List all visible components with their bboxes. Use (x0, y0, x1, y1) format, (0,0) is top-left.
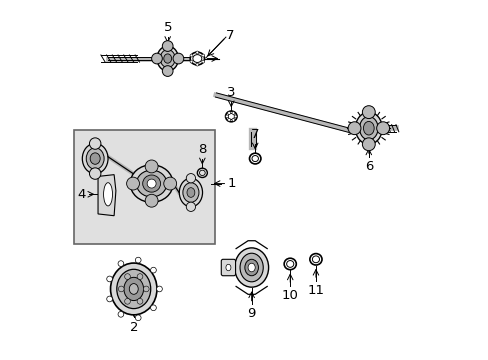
Circle shape (231, 112, 234, 114)
Text: 6: 6 (364, 159, 372, 173)
Circle shape (124, 298, 130, 304)
Circle shape (347, 122, 360, 135)
Circle shape (143, 286, 149, 292)
Ellipse shape (136, 170, 166, 197)
Ellipse shape (179, 178, 202, 207)
Circle shape (186, 202, 195, 211)
Circle shape (89, 138, 101, 149)
Text: 11: 11 (307, 284, 324, 297)
Circle shape (362, 106, 374, 118)
Circle shape (137, 274, 142, 279)
Ellipse shape (244, 259, 258, 276)
Circle shape (173, 53, 183, 64)
Circle shape (151, 53, 162, 64)
Circle shape (227, 118, 230, 121)
Circle shape (362, 138, 374, 151)
Circle shape (135, 257, 141, 263)
Ellipse shape (309, 253, 322, 265)
Ellipse shape (142, 175, 160, 192)
Circle shape (231, 118, 234, 121)
Circle shape (202, 54, 204, 57)
Polygon shape (98, 175, 116, 216)
Circle shape (196, 51, 198, 54)
Circle shape (150, 267, 156, 273)
Circle shape (106, 276, 112, 282)
Text: 2: 2 (129, 321, 138, 334)
Ellipse shape (249, 153, 261, 164)
Ellipse shape (82, 143, 108, 174)
Circle shape (150, 305, 156, 311)
Ellipse shape (117, 269, 150, 309)
Ellipse shape (147, 179, 156, 188)
Ellipse shape (186, 188, 194, 197)
Ellipse shape (129, 284, 138, 294)
Ellipse shape (190, 52, 204, 65)
Circle shape (227, 112, 230, 114)
Ellipse shape (123, 277, 143, 301)
Text: 7: 7 (225, 29, 234, 42)
Text: 9: 9 (247, 307, 255, 320)
Ellipse shape (363, 121, 373, 135)
Ellipse shape (240, 253, 263, 282)
Ellipse shape (130, 165, 173, 202)
Bar (74, 130, 214, 244)
Ellipse shape (110, 263, 157, 315)
Ellipse shape (86, 148, 104, 169)
FancyBboxPatch shape (221, 259, 235, 276)
Ellipse shape (163, 54, 171, 63)
Text: 3: 3 (226, 86, 235, 99)
Circle shape (106, 296, 112, 302)
Ellipse shape (284, 258, 296, 270)
Circle shape (190, 60, 192, 63)
Circle shape (124, 274, 130, 279)
Ellipse shape (355, 112, 382, 144)
Circle shape (118, 311, 123, 317)
Circle shape (118, 286, 124, 292)
Text: 5: 5 (163, 21, 172, 34)
Text: 1: 1 (227, 177, 235, 190)
Circle shape (163, 177, 176, 190)
Text: 10: 10 (281, 289, 298, 302)
Circle shape (190, 54, 192, 57)
Ellipse shape (225, 111, 237, 122)
Ellipse shape (247, 263, 255, 272)
Circle shape (186, 174, 195, 183)
Ellipse shape (90, 153, 100, 164)
Ellipse shape (160, 50, 175, 67)
Ellipse shape (359, 117, 377, 140)
Text: 8: 8 (198, 143, 206, 156)
Circle shape (162, 41, 173, 51)
Text: 7: 7 (250, 128, 259, 141)
Ellipse shape (225, 264, 230, 271)
Circle shape (202, 60, 204, 63)
Circle shape (376, 122, 389, 135)
Circle shape (162, 66, 173, 76)
Circle shape (234, 115, 237, 118)
Ellipse shape (234, 248, 268, 287)
Circle shape (118, 261, 123, 266)
Circle shape (89, 168, 101, 179)
Circle shape (145, 194, 158, 207)
Ellipse shape (183, 183, 199, 202)
Text: 4: 4 (77, 188, 85, 201)
Circle shape (145, 160, 158, 173)
Circle shape (137, 298, 142, 304)
Ellipse shape (157, 46, 178, 71)
Circle shape (225, 115, 228, 118)
Circle shape (156, 286, 162, 292)
Ellipse shape (103, 183, 112, 206)
Circle shape (126, 177, 139, 190)
Circle shape (135, 315, 141, 321)
Circle shape (196, 63, 198, 66)
